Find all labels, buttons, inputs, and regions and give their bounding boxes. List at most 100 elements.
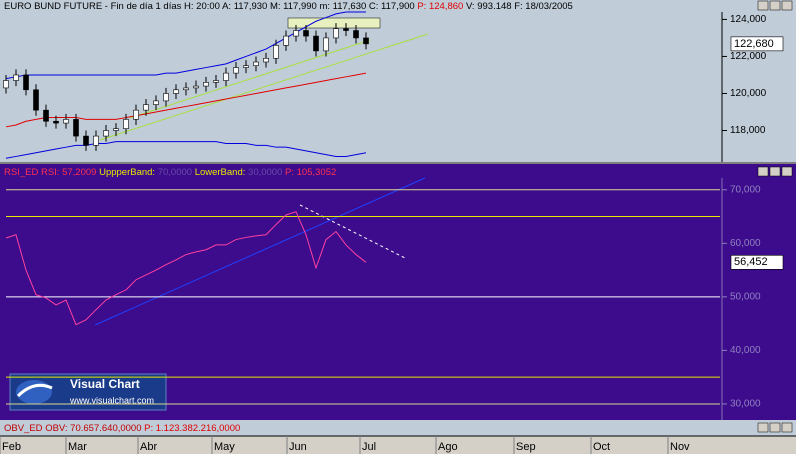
candle-body <box>293 30 299 37</box>
last-value-box <box>730 36 784 52</box>
candle-body <box>163 93 169 102</box>
panel-title: RSI_ED <box>4 167 38 178</box>
line <box>5 141 367 159</box>
candle-body <box>123 119 129 129</box>
restore-button[interactable] <box>757 0 769 11</box>
panel-info: 30,0000 <box>248 167 282 178</box>
candle-body <box>143 104 149 111</box>
candle-body <box>303 30 309 37</box>
candle-body <box>223 72 229 81</box>
candle-body <box>213 80 219 83</box>
panel-info: RSI: 57,2009 <box>41 167 96 178</box>
candle-body <box>283 35 289 46</box>
candle-body <box>133 109 139 120</box>
panel-info: C: 117,900 <box>369 1 415 12</box>
panel-info: UppperBand: <box>99 167 155 178</box>
candle-body <box>343 28 349 31</box>
y-tick-label: 40,000 <box>730 345 761 356</box>
candle-body <box>313 35 319 52</box>
x-tick-label: Jun <box>289 441 307 453</box>
restore-button[interactable] <box>757 422 769 433</box>
candle-body <box>193 85 199 89</box>
maximize-button[interactable] <box>769 0 781 11</box>
candle-body <box>73 119 79 137</box>
y-tick-label: 30,000 <box>730 399 761 410</box>
highlight-box <box>287 17 381 29</box>
trend-line <box>99 33 429 141</box>
line <box>5 211 367 326</box>
candle-body <box>23 74 29 91</box>
candle-body <box>63 119 69 124</box>
x-tick-label: Jul <box>362 441 376 453</box>
panel-info: m: 117,630 <box>319 1 366 12</box>
x-tick-label: Sep <box>516 441 536 453</box>
panel-info: LowerBand: <box>195 167 246 178</box>
y-tick-label: 70,000 <box>730 184 761 195</box>
panel-info: P: 105,3052 <box>285 167 336 178</box>
candle-body <box>333 28 339 39</box>
price-panel <box>0 0 796 162</box>
candle-body <box>83 135 89 146</box>
close-button[interactable] <box>781 0 793 11</box>
obv-panel <box>0 420 796 436</box>
y-tick-label: 118,000 <box>730 125 766 136</box>
panel-info: F: 18/03/2005 <box>514 1 573 12</box>
panel-info: A: 117,930 <box>222 1 267 12</box>
candle-body <box>323 37 329 52</box>
panel-info: 70,0000 <box>158 167 192 178</box>
panel-title: OBV_ED <box>4 423 43 434</box>
maximize-button[interactable] <box>769 166 781 177</box>
panel-header: EURO BUND FUTURE - Fin de día 1 días H: … <box>4 1 573 12</box>
candle-body <box>203 82 209 87</box>
last-value-label: 122,680 <box>734 38 774 50</box>
x-tick-label: Ago <box>438 441 458 453</box>
restore-button[interactable] <box>757 166 769 177</box>
logo-name: Visual Chart <box>70 377 140 391</box>
x-tick-label: Feb <box>2 441 21 453</box>
last-value-label: 56,452 <box>734 256 768 268</box>
close-button[interactable] <box>781 422 793 433</box>
trend-line <box>129 39 371 119</box>
logo-swoosh <box>16 383 53 398</box>
panel-buttons[interactable] <box>757 0 793 433</box>
candle-body <box>53 120 59 124</box>
candle-body <box>273 45 279 59</box>
rsi-trend-line <box>299 204 406 259</box>
panel-info: V: 993.148 <box>466 1 512 12</box>
logo: Visual Chart www.visualchart.com <box>9 373 167 411</box>
panel-info: P: 1.123.382.216,0000 <box>144 423 240 434</box>
y-tick-label: 60,000 <box>730 238 761 249</box>
candle-body <box>3 80 9 89</box>
x-tick-label: Mar <box>68 441 87 453</box>
candle-body <box>43 109 49 122</box>
candle-body <box>263 57 269 63</box>
splitter <box>0 162 796 164</box>
close-button[interactable] <box>781 166 793 177</box>
maximize-button[interactable] <box>769 422 781 433</box>
x-tick-label: May <box>214 441 235 453</box>
panel-info: H: 20:00 <box>184 1 220 12</box>
candle-body <box>93 135 99 146</box>
rsi-trend-line <box>94 177 426 326</box>
candle-body <box>13 74 19 81</box>
x-tick-label: Abr <box>140 441 157 453</box>
panel-info: P: 124,860 <box>417 1 463 12</box>
candle-body <box>363 37 369 45</box>
panel-header: OBV_ED OBV: 70.657.640,0000 P: 1.123.382… <box>4 423 240 434</box>
x-tick-label: Nov <box>670 441 690 453</box>
candle-body <box>353 30 359 39</box>
last-value-box <box>730 255 784 270</box>
candle-body <box>253 61 259 67</box>
y-tick-label: 122,000 <box>730 51 767 62</box>
candle-body <box>33 89 39 111</box>
candle-body <box>113 128 119 131</box>
y-tick-label: 124,000 <box>730 14 767 25</box>
panel-title: EURO BUND FUTURE - Fin de día 1 días <box>4 1 182 12</box>
candle-body <box>153 100 159 105</box>
logo-url: www.visualchart.com <box>69 395 154 405</box>
panel-header: RSI_ED RSI: 57,2009 UppperBand: 70,0000 … <box>4 167 336 178</box>
time-axis <box>0 436 796 454</box>
candle-body <box>233 67 239 74</box>
x-tick-label: Oct <box>593 441 610 453</box>
